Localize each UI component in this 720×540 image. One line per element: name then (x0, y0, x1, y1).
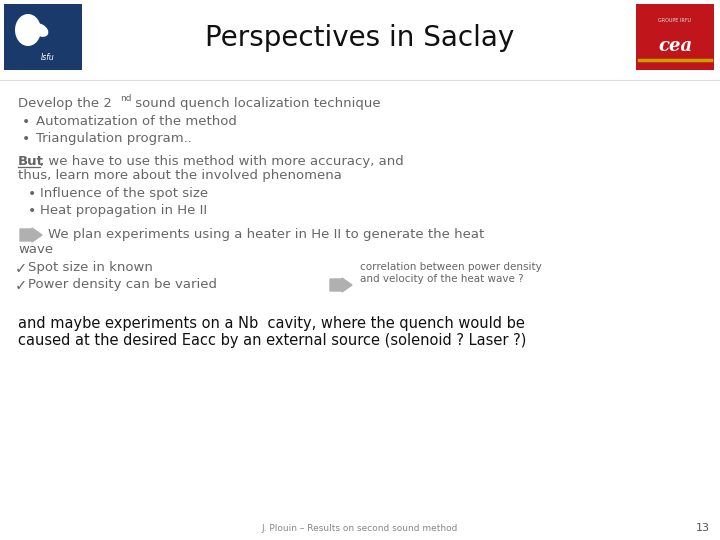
Text: Triangulation program..: Triangulation program.. (36, 132, 192, 145)
Ellipse shape (39, 14, 65, 46)
Text: cea: cea (658, 37, 692, 55)
Text: J. Plouin – Results on second sound method: J. Plouin – Results on second sound meth… (262, 524, 458, 533)
Text: caused at the desired Eacc by an external source (solenoid ? Laser ?): caused at the desired Eacc by an externa… (18, 333, 526, 348)
FancyArrow shape (20, 228, 42, 242)
Ellipse shape (15, 14, 41, 46)
Text: But: But (18, 155, 44, 168)
Text: sound quench localization technique: sound quench localization technique (131, 97, 381, 110)
FancyBboxPatch shape (4, 4, 82, 70)
Text: Automatization of the method: Automatization of the method (36, 115, 237, 128)
Text: Perspectives in Saclay: Perspectives in Saclay (205, 24, 515, 52)
Text: thus, learn more about the involved phenomena: thus, learn more about the involved phen… (18, 169, 342, 182)
Text: Power density can be varied: Power density can be varied (28, 278, 217, 291)
FancyBboxPatch shape (636, 4, 714, 70)
Text: , we have to use this method with more accuracy, and: , we have to use this method with more a… (40, 155, 404, 168)
Text: wave: wave (18, 243, 53, 256)
Text: We plan experiments using a heater in He II to generate the heat: We plan experiments using a heater in He… (48, 228, 485, 241)
Text: •: • (22, 132, 30, 146)
Text: GROUPE IRFU: GROUPE IRFU (659, 17, 691, 23)
Text: Spot size in known: Spot size in known (28, 261, 153, 274)
Text: nd: nd (120, 94, 132, 103)
Ellipse shape (32, 23, 48, 37)
Text: Develop the 2: Develop the 2 (18, 97, 112, 110)
Text: correlation between power density
and velocity of the heat wave ?: correlation between power density and ve… (360, 262, 541, 284)
Text: ✓: ✓ (15, 261, 27, 276)
Text: ✓: ✓ (15, 278, 27, 293)
Text: •: • (28, 187, 36, 201)
Text: Influence of the spot size: Influence of the spot size (40, 187, 208, 200)
Text: Heat propagation in He II: Heat propagation in He II (40, 204, 207, 217)
Text: Isfu: Isfu (41, 53, 55, 62)
FancyArrow shape (330, 278, 352, 292)
Text: 13: 13 (696, 523, 710, 533)
Text: •: • (28, 204, 36, 218)
Text: and maybe experiments on a Nb  cavity, where the quench would be: and maybe experiments on a Nb cavity, wh… (18, 316, 525, 331)
Text: •: • (22, 115, 30, 129)
